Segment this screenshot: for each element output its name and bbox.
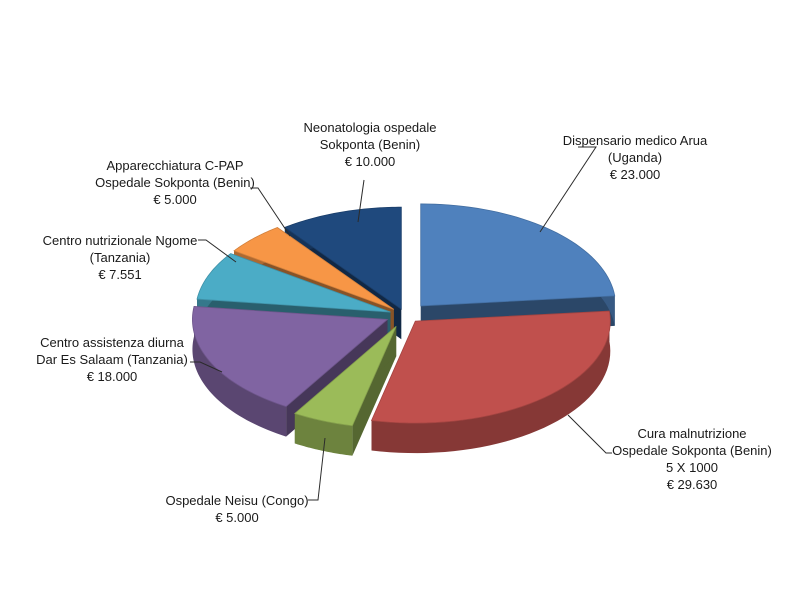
slice-label-line: Ospedale Sokponta (Benin) [95, 175, 255, 190]
slice-label-line: € 18.000 [87, 369, 138, 384]
slice-label-line: Centro nutrizionale Ngome [43, 233, 198, 248]
pie-slice [370, 310, 611, 454]
slices-layer [192, 203, 616, 456]
slice-label-line: € 5.000 [215, 510, 258, 525]
slice-label-line: Apparecchiatura C-PAP [106, 158, 243, 173]
leader-line [190, 361, 223, 373]
slice-label: Dispensario medico Arua (Uganda) € 23.000 [563, 133, 708, 182]
slice-label: Ospedale Neisu (Congo) € 5.000 [165, 493, 308, 525]
slice-label-line: (Uganda) [608, 150, 662, 165]
pie-slice-top [192, 306, 389, 408]
slice-label-line: (Tanzania) [90, 250, 151, 265]
slice-label: Neonatologia ospedale Sokponta (Benin) € 1… [304, 120, 437, 169]
slice-label-line: Ospedale Neisu (Congo) [165, 493, 308, 508]
pie-slice-top [284, 206, 402, 310]
pie-slice [294, 326, 397, 456]
slice-label: Centro assistenza diurna Dar Es Salaam (T… [36, 335, 188, 384]
leader-line [567, 414, 612, 454]
slice-label-line: € 23.000 [610, 167, 661, 182]
slice-label-line: 5 X 1000 [666, 460, 718, 475]
slice-label: Centro nutrizionale Ngome (Tanzania) € 7.5… [43, 233, 198, 282]
leader-line [250, 187, 291, 237]
leaders-layer [190, 146, 612, 501]
pie-slice-top [294, 326, 397, 427]
leader-line [539, 146, 597, 233]
leader-line [198, 239, 237, 263]
pie-slice-top [196, 253, 391, 313]
slice-label: Cura malnutrizione Ospedale Sokponta (Ben… [612, 426, 772, 492]
slice-label-line: Centro assistenza diurna [40, 335, 185, 350]
slice-label-line: Sokponta (Benin) [320, 137, 420, 152]
pie-slice-top [370, 310, 611, 424]
slice-label-line: Cura malnutrizione [637, 426, 746, 441]
slice-label-line: Dar Es Salaam (Tanzania) [36, 352, 188, 367]
slice-label-line: Dispensario medico Arua [563, 133, 708, 148]
pie-slice-side [371, 311, 611, 454]
slice-label-line: € 29.630 [667, 477, 718, 492]
slice-label-line: Neonatologia ospedale [304, 120, 437, 135]
slice-label-line: € 10.000 [345, 154, 396, 169]
slice-label: Apparecchiatura C-PAP Ospedale Sokponta (… [95, 158, 255, 207]
pie-slice-top [233, 227, 395, 310]
pie-slice-side [192, 306, 287, 437]
leader-line [308, 437, 326, 501]
slice-label-line: € 7.551 [98, 267, 141, 282]
pie-slice-top [420, 203, 616, 307]
slice-label-line: € 5.000 [153, 192, 196, 207]
slice-label-line: Ospedale Sokponta (Benin) [612, 443, 772, 458]
leader-line [357, 179, 365, 223]
labels-layer: Dispensario medico Arua (Uganda) € 23.000 C… [36, 120, 772, 525]
